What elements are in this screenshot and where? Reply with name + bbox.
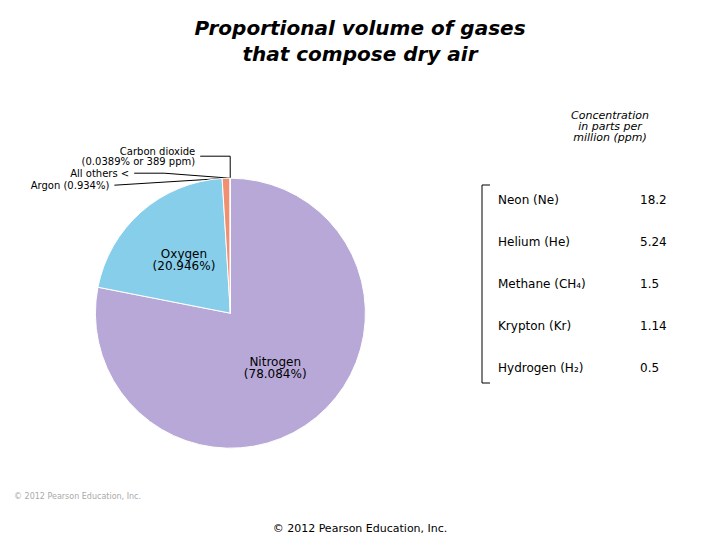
svg-text:(0.0389% or 389 ppm): (0.0389% or 389 ppm) [82, 156, 196, 167]
svg-text:(78.084%): (78.084%) [244, 367, 307, 381]
svg-text:Carbon dioxide: Carbon dioxide [119, 145, 196, 157]
svg-text:that compose dry air: that compose dry air [242, 42, 478, 66]
svg-text:© 2012 Pearson Education, Inc.: © 2012 Pearson Education, Inc. [14, 492, 141, 501]
svg-text:Argon (0.934%): Argon (0.934%) [31, 180, 110, 191]
svg-text:Methane (CH₄): Methane (CH₄) [498, 277, 586, 291]
svg-text:18.2: 18.2 [640, 193, 667, 207]
svg-text:All others <: All others < [70, 168, 129, 179]
svg-text:Proportional volume of gases: Proportional volume of gases [194, 16, 525, 40]
svg-text:Nitrogen: Nitrogen [249, 354, 301, 369]
svg-text:Helium (He): Helium (He) [498, 235, 570, 249]
svg-text:in parts per: in parts per [578, 120, 642, 133]
svg-text:5.24: 5.24 [640, 235, 667, 249]
svg-text:0.5: 0.5 [640, 361, 659, 375]
svg-text:(20.946%): (20.946%) [153, 259, 216, 273]
svg-text:Krypton (Kr): Krypton (Kr) [498, 319, 571, 333]
svg-text:Neon (Ne): Neon (Ne) [498, 193, 559, 207]
svg-text:Hydrogen (H₂): Hydrogen (H₂) [498, 361, 583, 375]
svg-text:1.5: 1.5 [640, 277, 659, 291]
svg-text:Oxygen: Oxygen [160, 247, 208, 262]
svg-text:Concentration: Concentration [571, 109, 649, 122]
svg-text:© 2012 Pearson Education, Inc.: © 2012 Pearson Education, Inc. [273, 522, 448, 535]
svg-text:million (ppm): million (ppm) [573, 131, 646, 144]
svg-text:1.14: 1.14 [640, 319, 667, 333]
